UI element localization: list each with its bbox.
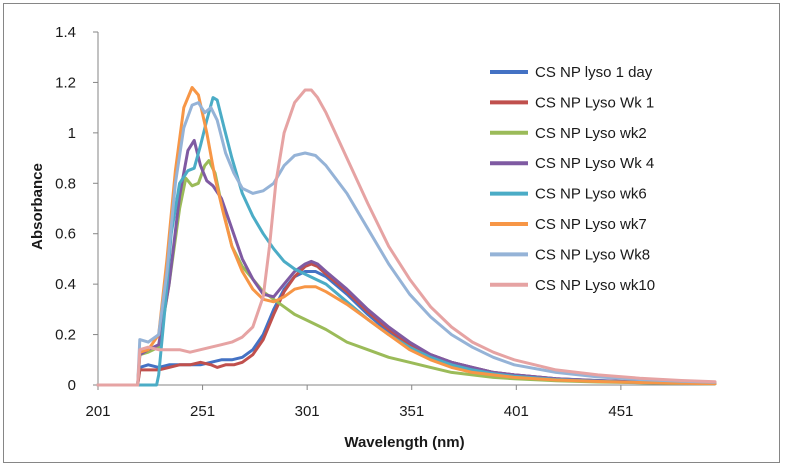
y-axis-label: Absorbance	[29, 163, 46, 250]
series-line-7	[96, 101, 717, 387]
legend-label: CS NP Lyso Wk 4	[535, 155, 654, 172]
x-tick-label: 251	[190, 403, 215, 420]
y-tick-label: 0.2	[55, 327, 76, 344]
x-tick-label: 301	[295, 403, 320, 420]
x-axis-label: Wavelength (nm)	[344, 434, 464, 451]
y-tick-label: 1	[68, 125, 76, 142]
legend-label: CS NP lyso 1 day	[535, 64, 653, 81]
y-tick-label: 0.6	[55, 226, 76, 243]
chart-legend: CS NP lyso 1 day CS NP Lyso Wk 1 CS NP Lys…	[490, 64, 655, 294]
chart-series-lines	[96, 86, 717, 387]
x-tick-label: 351	[399, 403, 424, 420]
legend-label: CS NP Lyso wk7	[535, 216, 647, 233]
series-line-6	[96, 86, 717, 387]
legend-label: CS NP Lyso wk10	[535, 277, 655, 294]
y-tick-label: 0.8	[55, 175, 76, 192]
legend-label: CS NP Lyso wk6	[535, 186, 647, 203]
x-tick-label: 451	[608, 403, 633, 420]
legend-label: CS NP Lyso Wk8	[535, 246, 650, 263]
x-tick-label: 401	[504, 403, 529, 420]
y-tick-label: 1.4	[55, 24, 76, 41]
y-tick-label: 1.2	[55, 74, 76, 91]
chart-axes: 0 0.2 0.4 0.6 0.8 1 1.2 1.4 201 251 301 351 401 451	[55, 24, 715, 420]
series-line-8	[96, 88, 717, 387]
y-tick-label: 0	[68, 377, 76, 394]
x-tick-label: 201	[85, 403, 110, 420]
legend-label: CS NP Lyso wk2	[535, 125, 647, 142]
y-tick-label: 0.4	[55, 276, 76, 293]
legend-label: CS NP Lyso Wk 1	[535, 94, 654, 111]
